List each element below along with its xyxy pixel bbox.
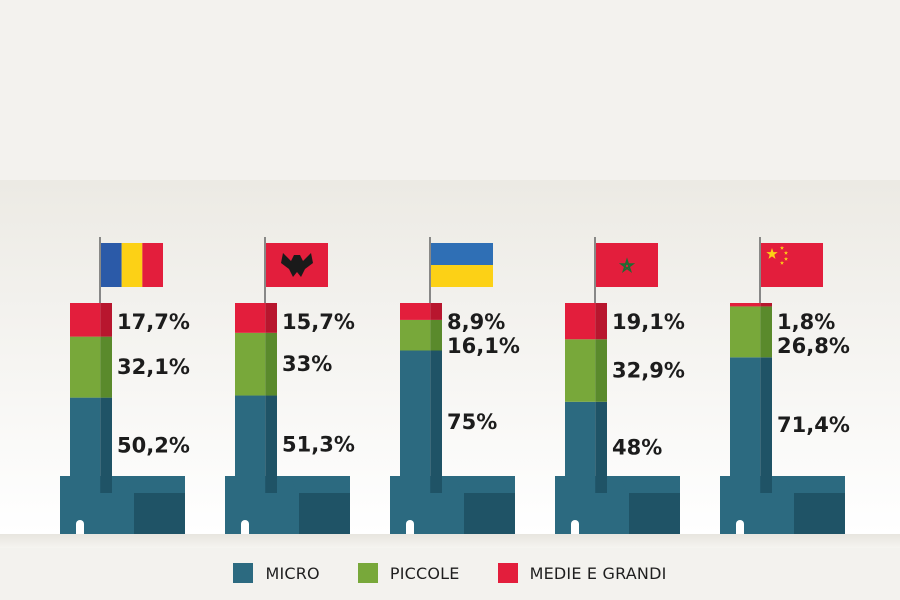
legend-item-piccole: PICCOLE: [357, 563, 460, 583]
bar-micro: [70, 397, 101, 493]
bar-shade-medie-e-grandi: [595, 303, 607, 340]
bar-shade-medie-e-grandi: [100, 303, 112, 337]
factory-door: [241, 520, 249, 534]
flag-4-star-4: [779, 260, 785, 265]
factory-romania: 17,7% 32,1% 50,2%: [60, 237, 190, 534]
background-top: [0, 0, 900, 180]
factory-ucraina: 8,9%16,1% 75%: [390, 237, 520, 534]
bar-shade-medie-e-grandi: [760, 303, 772, 307]
flag-2-blue: [431, 243, 493, 265]
factory-door: [76, 520, 84, 534]
label-medie-e-grandi: 15,7%: [282, 310, 355, 334]
bar-medie-e-grandi: [565, 303, 596, 340]
flag-4-star-1: [779, 245, 785, 250]
legend-swatch-medie-e-grandi: [497, 563, 518, 583]
bar-medie-e-grandi: [70, 303, 101, 337]
label-micro: 71,4%: [777, 413, 850, 437]
legend: MICRO PICCOLE MEDIE E GRANDI: [0, 558, 900, 588]
bar-medie-e-grandi: [730, 303, 761, 307]
factory-door: [736, 520, 744, 534]
bar-medie-e-grandi: [235, 303, 266, 333]
bar-micro: [400, 350, 431, 493]
flag-1-eagle: [281, 253, 313, 277]
bar-shade-micro: [100, 397, 112, 493]
bar-piccole: [565, 339, 596, 402]
bar-shade-micro: [430, 350, 442, 493]
label-micro: 48%: [612, 435, 662, 459]
flag-4-star-2: [783, 250, 789, 255]
bar-shade-piccole: [595, 339, 607, 402]
label-micro: 75%: [447, 410, 497, 434]
label-medie-e-grandi: 17,7%: [117, 310, 190, 334]
label-piccole: 26,8%: [777, 334, 850, 358]
factory-wall: [60, 493, 134, 534]
factory-albania: 15,7% 33% 51,3%: [225, 237, 355, 534]
factory-wall: [555, 493, 629, 534]
bar-shade-piccole: [265, 332, 277, 396]
flag-4-field: [761, 243, 823, 287]
label-piccole: 32,9%: [612, 359, 685, 383]
label-medie-e-grandi: 1,8%: [777, 310, 835, 334]
bar-piccole: [70, 336, 101, 398]
bar-shade-medie-e-grandi: [430, 303, 442, 320]
label-piccole: 16,1%: [447, 334, 520, 358]
bar-medie-e-grandi: [400, 303, 431, 320]
label-medie-e-grandi: 19,1%: [612, 310, 685, 334]
factory-door: [406, 520, 414, 534]
legend-item-medie-e-grandi: MEDIE E GRANDI: [497, 563, 667, 583]
factory-wall: [390, 493, 464, 534]
label-medie-e-grandi: 8,9%: [447, 310, 505, 334]
factory-wall: [720, 493, 794, 534]
factory-wall: [225, 493, 299, 534]
bar-piccole: [235, 332, 266, 396]
bar-shade-micro: [265, 395, 277, 493]
label-micro: 50,2%: [117, 433, 190, 457]
factory-cina: 1,8%26,8% 71,4%: [720, 237, 850, 534]
flag-4-star-3: [783, 256, 789, 261]
flag-0-blue: [101, 243, 122, 287]
legend-item-micro: MICRO: [233, 563, 320, 583]
flag-2-yellow: [431, 265, 493, 287]
legend-label-piccole: PICCOLE: [389, 563, 460, 583]
bar-shade-micro: [760, 357, 772, 493]
bar-shade-medie-e-grandi: [265, 303, 277, 333]
flag-3-star: [618, 257, 636, 274]
bar-shade-piccole: [430, 319, 442, 351]
bar-micro: [565, 401, 596, 493]
flag-0-yellow: [121, 243, 143, 287]
legend-swatch-piccole: [357, 563, 378, 583]
bar-micro: [730, 357, 761, 493]
bar-shade-piccole: [760, 306, 772, 358]
flag-4-star-big: [766, 248, 778, 259]
bar-shade-piccole: [100, 336, 112, 398]
factory-marocco: 19,1% 32,9% 48%: [555, 237, 685, 534]
label-piccole: 33%: [282, 352, 332, 376]
legend-label-medie-e-grandi: MEDIE E GRANDI: [529, 563, 667, 583]
factory-door: [571, 520, 579, 534]
factories-group: 17,7% 32,1% 50,2% 15,7% 33% 51,3% 8,9%16,1% 75%…: [60, 237, 850, 534]
bar-micro: [235, 395, 266, 493]
flag-3-field: [596, 243, 658, 287]
label-micro: 51,3%: [282, 432, 355, 456]
flag-0-red: [142, 243, 163, 287]
bar-piccole: [730, 306, 761, 358]
legend-swatch-micro: [233, 563, 254, 583]
bar-shade-micro: [595, 401, 607, 493]
bar-piccole: [400, 319, 431, 351]
ground-strip: [0, 534, 900, 548]
label-piccole: 32,1%: [117, 355, 190, 379]
legend-label-micro: MICRO: [265, 563, 320, 583]
